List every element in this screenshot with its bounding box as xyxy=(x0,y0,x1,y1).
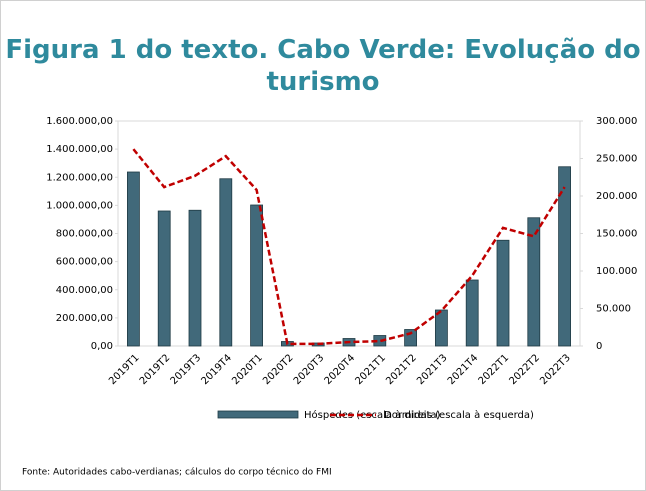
bar xyxy=(188,209,202,347)
y2-tick-label: 150.000 xyxy=(596,229,637,240)
y-tick-label: 800.000,00 xyxy=(56,229,113,240)
bar xyxy=(434,309,448,347)
chart-title: Figura 1 do texto. Cabo Verde: Evolução … xyxy=(5,35,640,97)
bar xyxy=(127,171,140,347)
bar xyxy=(496,239,510,347)
bar xyxy=(558,166,571,347)
y2-tick-label: 50.000 xyxy=(596,304,631,315)
source-note: Fonte: Autoridades cabo-verdianas; cálcu… xyxy=(22,467,332,478)
bar xyxy=(250,204,264,347)
legend-label: Dormidas (escala à esquerda) xyxy=(384,409,534,421)
y-tick-label: 1.600.000,00 xyxy=(46,116,113,127)
y-tick-label: 1.200.000,00 xyxy=(46,172,113,183)
line-series xyxy=(132,148,566,346)
y2-tick-label: 300.000 xyxy=(596,116,637,127)
bar xyxy=(527,217,541,347)
y-tick-label: 1.400.000,00 xyxy=(46,144,113,155)
bar xyxy=(219,178,233,347)
legend-label: Hóspedes (escala à direita) xyxy=(304,409,441,421)
y2-tick-label: 250.000 xyxy=(596,154,637,165)
y-tick-label: 0,00 xyxy=(91,341,113,352)
title-line: Figura 1 do texto. Cabo Verde: Evolução … xyxy=(5,35,640,65)
y2-tick-label: 0 xyxy=(596,341,602,352)
y-tick-label: 600.000,00 xyxy=(56,257,113,268)
y-tick-label: 200.000,00 xyxy=(56,313,113,324)
bar xyxy=(465,279,479,347)
y-tick-label: 1.000.000,00 xyxy=(46,200,113,211)
y-tick-label: 400.000,00 xyxy=(56,285,113,296)
legend-swatch xyxy=(217,410,299,419)
title-line: turismo xyxy=(266,67,379,97)
bar xyxy=(157,210,171,347)
y2-tick-label: 100.000 xyxy=(596,266,637,277)
y2-tick-label: 200.000 xyxy=(596,191,637,202)
